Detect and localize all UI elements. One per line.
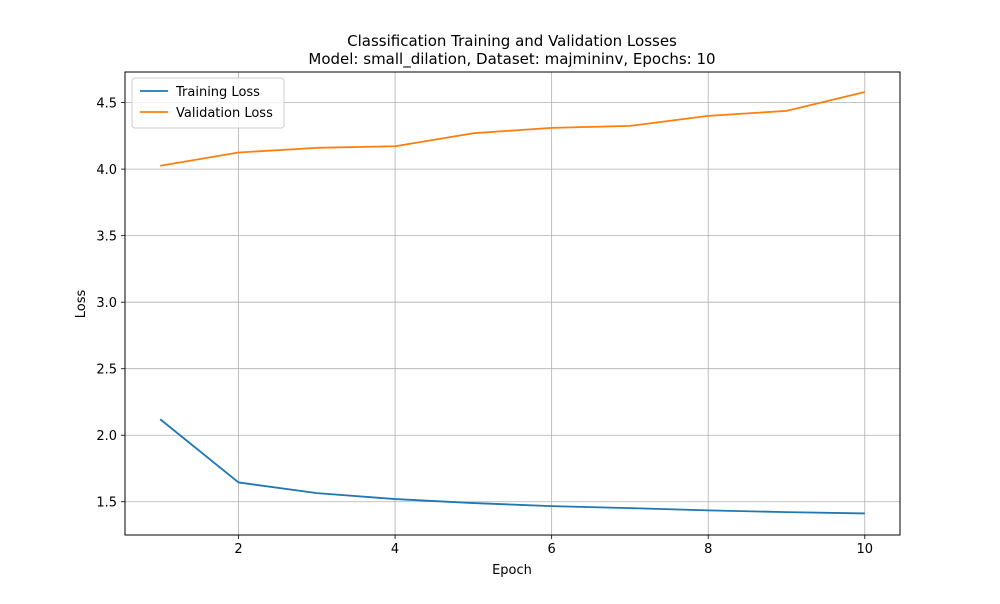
legend-label: Training Loss <box>175 85 260 100</box>
x-tick-label: 4 <box>391 542 399 557</box>
legend: Training Loss Validation Loss <box>131 77 285 129</box>
y-tick-label: 3.0 <box>96 296 117 311</box>
legend-label: Validation Loss <box>176 106 273 121</box>
chart-subtitle: Model: small_dilation, Dataset: majminin… <box>308 50 715 69</box>
plot-frame <box>124 71 901 536</box>
series-line-validation-loss <box>160 91 865 167</box>
x-tick-label: 2 <box>234 542 242 557</box>
x-tick-label: 10 <box>856 542 873 557</box>
y-tick-label: 2.0 <box>96 429 117 444</box>
chart-title: Classification Training and Validation L… <box>347 32 677 50</box>
x-axis-label: Epoch <box>492 563 532 578</box>
x-tick-label: 8 <box>704 542 712 557</box>
y-tick-label: 4.5 <box>96 97 117 112</box>
series-lines <box>159 91 865 515</box>
y-tick-label: 3.5 <box>96 230 117 245</box>
legend-box <box>131 77 285 129</box>
axis-ticks: 2 4 6 8 10 1.5 2.0 2.5 3.0 3.5 4.0 4.5 <box>96 97 873 557</box>
y-tick-label: 4.0 <box>96 163 117 178</box>
y-axis-label: Loss <box>74 290 89 319</box>
grid-lines <box>125 72 900 535</box>
series-line-training-loss <box>159 418 865 515</box>
x-tick-label: 6 <box>548 542 556 557</box>
y-tick-label: 2.5 <box>96 363 117 378</box>
y-tick-label: 1.5 <box>96 496 117 511</box>
